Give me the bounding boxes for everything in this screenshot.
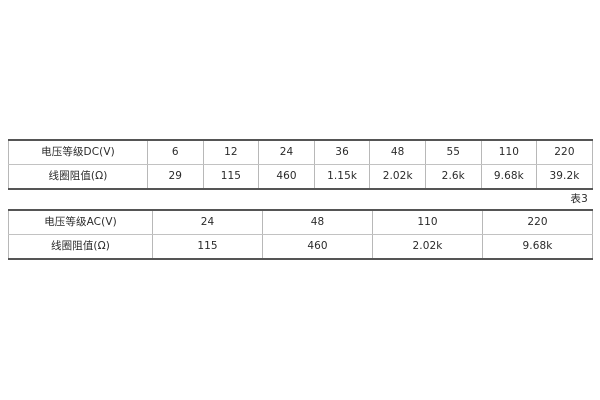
table-caption: 表3: [570, 193, 588, 205]
ac-resistance-cell: 9.68k: [482, 234, 593, 260]
table-row: 电压等级DC(V) 6 12 24 36 48 55 110 220: [8, 139, 593, 165]
ac-voltage-cell: 48: [262, 209, 373, 235]
dc-voltage-cell: 36: [313, 139, 371, 165]
dc-resistance-cell: 1.15k: [313, 164, 371, 190]
dc-voltage-cell: 6: [147, 139, 204, 165]
ac-voltage-cell: 220: [482, 209, 593, 235]
dc-voltage-row-label: 电压等级DC(V): [8, 139, 148, 165]
ac-resistance-cell: 2.02k: [372, 234, 483, 260]
ac-voltage-cell: 110: [372, 209, 483, 235]
dc-voltage-cell: 55: [424, 139, 482, 165]
dc-resistance-cell: 9.68k: [480, 164, 538, 190]
dc-spec-table: 电压等级DC(V) 6 12 24 36 48 55 110 220 线圈阻值(…: [8, 139, 593, 190]
dc-resistance-cell: 115: [202, 164, 260, 190]
table-row: 线圈阻值(Ω) 115 460 2.02k 9.68k: [8, 234, 593, 260]
ac-voltage-cell: 24: [152, 209, 263, 235]
dc-resistance-cell: 460: [258, 164, 315, 190]
dc-voltage-cell: 24: [258, 139, 315, 165]
dc-resistance-cell: 29: [147, 164, 204, 190]
ac-resistance-row-label: 线圈阻值(Ω): [8, 234, 153, 260]
dc-resistance-cell: 2.6k: [424, 164, 482, 190]
dc-voltage-cell: 110: [480, 139, 538, 165]
dc-voltage-cell: 48: [369, 139, 426, 165]
table-row: 线圈阻值(Ω) 29 115 460 1.15k 2.02k 2.6k 9.68…: [8, 164, 593, 190]
table-row: 电压等级AC(V) 24 48 110 220: [8, 209, 593, 235]
dc-resistance-row-label: 线圈阻值(Ω): [8, 164, 148, 190]
dc-resistance-cell: 39.2k: [536, 164, 593, 190]
dc-voltage-cell: 12: [202, 139, 260, 165]
ac-resistance-cell: 460: [262, 234, 373, 260]
ac-voltage-row-label: 电压等级AC(V): [8, 209, 153, 235]
dc-resistance-cell: 2.02k: [369, 164, 426, 190]
ac-resistance-cell: 115: [152, 234, 263, 260]
dc-voltage-cell: 220: [536, 139, 593, 165]
ac-spec-table: 电压等级AC(V) 24 48 110 220 线圈阻值(Ω) 115 460 …: [8, 209, 593, 260]
